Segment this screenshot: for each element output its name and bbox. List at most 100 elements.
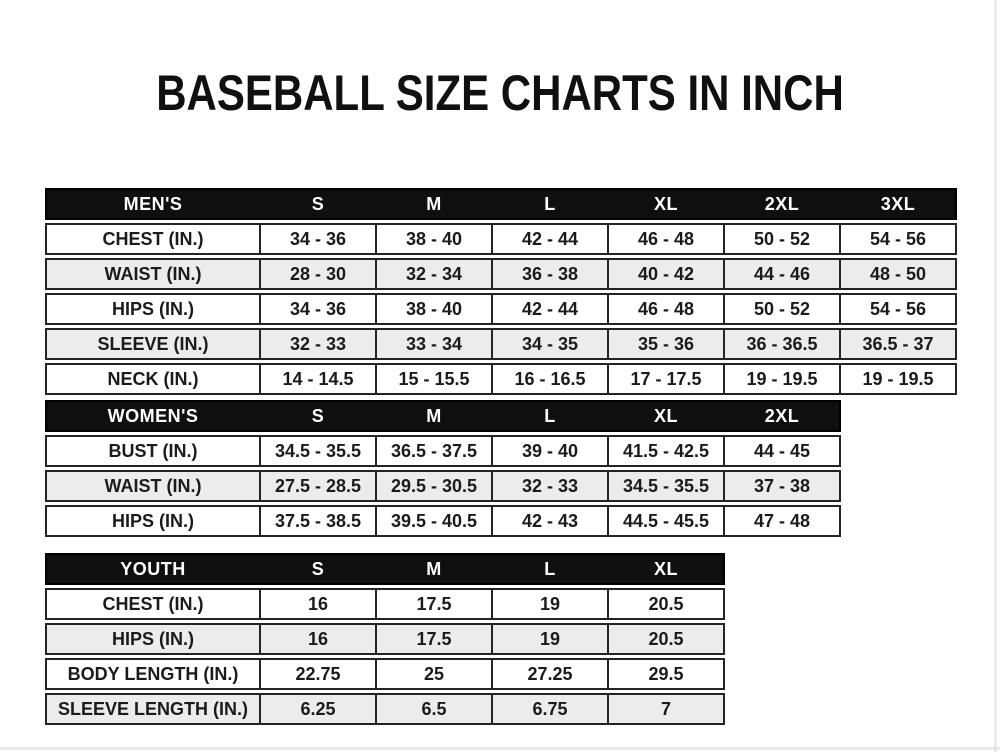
size-value-cell: 46 - 48 — [607, 295, 723, 323]
size-value-cell: 54 - 56 — [839, 295, 955, 323]
size-value-cell: 28 - 30 — [259, 260, 375, 288]
size-value-cell: 38 - 40 — [375, 295, 491, 323]
col-header-cell-m: M — [426, 193, 442, 214]
col-header-cell-s: S — [311, 193, 325, 214]
size-value-cell: 44 - 46 — [723, 260, 839, 288]
youth-table-row: HIPS (IN.) 16 17.5 19 20.5 — [45, 623, 725, 655]
mens-table-row: SLEEVE (IN.) 32 - 33 33 - 34 34 - 35 35 - 36… — [45, 328, 957, 360]
size-value-cell: 47 - 48 — [723, 507, 839, 535]
row-label-cell: HIPS (IN.) — [111, 510, 194, 531]
col-header-cell-s: S — [311, 558, 325, 579]
size-value-cell: 50 - 52 — [723, 295, 839, 323]
row-label-cell: BUST (IN.) — [108, 440, 198, 461]
size-value-cell: 16 — [259, 590, 375, 618]
size-value-cell: 19 — [491, 590, 607, 618]
size-value-cell: 54 - 56 — [839, 225, 955, 253]
mens-size-table: MEN'S S M L XL 2XL 3XL CHEST (IN.) 34 - 36 38 - 4… — [45, 188, 957, 398]
row-label-cell: WAIST (IN.) — [104, 475, 202, 496]
womens-table-row: HIPS (IN.) 37.5 - 38.5 39.5 - 40.5 42 - 43 4… — [45, 505, 841, 537]
size-value-cell: 38 - 40 — [375, 225, 491, 253]
size-value-cell: 36.5 - 37 — [839, 330, 955, 358]
size-value-cell: 17.5 — [375, 590, 491, 618]
col-header-cell-3xl: 3XL — [880, 193, 916, 214]
size-value-cell: 34 - 36 — [259, 225, 375, 253]
size-value-cell: 41.5 - 42.5 — [607, 437, 723, 465]
size-value-cell: 27.25 — [491, 660, 607, 688]
size-value-cell: 7 — [607, 695, 723, 723]
row-label-cell: HIPS (IN.) — [111, 628, 194, 649]
mens-header-row: MEN'S S M L XL 2XL 3XL — [45, 188, 957, 220]
womens-size-table: WOMEN'S S M L XL 2XL BUST (IN.) 34.5 - 35.5 36.5… — [45, 400, 841, 540]
youth-table-title-cell: YOUTH — [120, 558, 186, 579]
size-value-cell: 34.5 - 35.5 — [259, 437, 375, 465]
col-header-cell-m: M — [426, 405, 442, 426]
size-value-cell: 19 — [491, 625, 607, 653]
size-value-cell: 6.75 — [491, 695, 607, 723]
youth-table-row: BODY LENGTH (IN.) 22.75 25 27.25 29.5 — [45, 658, 725, 690]
size-value-cell: 32 - 34 — [375, 260, 491, 288]
youth-table-row: CHEST (IN.) 16 17.5 19 20.5 — [45, 588, 725, 620]
size-value-cell: 34 - 36 — [259, 295, 375, 323]
size-value-cell: 17 - 17.5 — [607, 365, 723, 393]
size-value-cell: 19 - 19.5 — [723, 365, 839, 393]
size-value-cell: 20.5 — [607, 625, 723, 653]
size-value-cell: 34.5 - 35.5 — [607, 472, 723, 500]
row-label-cell: CHEST (IN.) — [102, 228, 204, 249]
row-label-cell: SLEEVE LENGTH (IN.) — [57, 698, 248, 719]
size-value-cell: 14 - 14.5 — [259, 365, 375, 393]
mens-table-row: NECK (IN.) 14 - 14.5 15 - 15.5 16 - 16.5 17 … — [45, 363, 957, 395]
size-value-cell: 44 - 45 — [723, 437, 839, 465]
size-value-cell: 32 - 33 — [491, 472, 607, 500]
size-value-cell: 50 - 52 — [723, 225, 839, 253]
col-header-cell-s: S — [311, 405, 325, 426]
size-value-cell: 32 - 33 — [259, 330, 375, 358]
size-value-cell: 33 - 34 — [375, 330, 491, 358]
size-value-cell: 6.5 — [375, 695, 491, 723]
size-value-cell: 25 — [375, 660, 491, 688]
womens-header-row: WOMEN'S S M L XL 2XL — [45, 400, 841, 432]
size-value-cell: 42 - 44 — [491, 225, 607, 253]
size-value-cell: 46 - 48 — [607, 225, 723, 253]
womens-table-row: BUST (IN.) 34.5 - 35.5 36.5 - 37.5 39 - 40 4… — [45, 435, 841, 467]
mens-table-row: CHEST (IN.) 34 - 36 38 - 40 42 - 44 46 - 48 5… — [45, 223, 957, 255]
youth-table-row: SLEEVE LENGTH (IN.) 6.25 6.5 6.75 7 — [45, 693, 725, 725]
mens-table-row: WAIST (IN.) 28 - 30 32 - 34 36 - 38 40 - 42 4… — [45, 258, 957, 290]
col-header-cell-2xl: 2XL — [764, 405, 800, 426]
col-header-cell-l: L — [544, 558, 556, 579]
row-label-cell: SLEEVE (IN.) — [97, 333, 209, 354]
womens-table-title-cell: WOMEN'S — [107, 405, 199, 426]
row-label-cell: BODY LENGTH (IN.) — [67, 663, 239, 684]
size-value-cell: 22.75 — [259, 660, 375, 688]
size-value-cell: 37.5 - 38.5 — [259, 507, 375, 535]
row-label-cell: CHEST (IN.) — [102, 593, 204, 614]
row-label-cell: WAIST (IN.) — [104, 263, 202, 284]
size-value-cell: 15 - 15.5 — [375, 365, 491, 393]
size-value-cell: 36 - 36.5 — [723, 330, 839, 358]
page-title: BASEBALL SIZE CHARTS IN INCH — [156, 65, 844, 121]
size-value-cell: 16 — [259, 625, 375, 653]
size-value-cell: 48 - 50 — [839, 260, 955, 288]
size-value-cell: 6.25 — [259, 695, 375, 723]
size-value-cell: 35 - 36 — [607, 330, 723, 358]
col-header-cell-xl: XL — [653, 405, 678, 426]
size-value-cell: 27.5 - 28.5 — [259, 472, 375, 500]
size-value-cell: 17.5 — [375, 625, 491, 653]
size-value-cell: 40 - 42 — [607, 260, 723, 288]
size-value-cell: 19 - 19.5 — [839, 365, 955, 393]
col-header-cell-xl: XL — [653, 558, 678, 579]
size-value-cell: 44.5 - 45.5 — [607, 507, 723, 535]
size-value-cell: 42 - 43 — [491, 507, 607, 535]
scan-edge-bottom — [0, 747, 1000, 750]
size-value-cell: 36.5 - 37.5 — [375, 437, 491, 465]
size-value-cell: 37 - 38 — [723, 472, 839, 500]
mens-table-title-cell: MEN'S — [123, 193, 183, 214]
mens-table-row: HIPS (IN.) 34 - 36 38 - 40 42 - 44 46 - 48 50… — [45, 293, 957, 325]
size-value-cell: 36 - 38 — [491, 260, 607, 288]
size-value-cell: 20.5 — [607, 590, 723, 618]
size-value-cell: 16 - 16.5 — [491, 365, 607, 393]
size-value-cell: 29.5 - 30.5 — [375, 472, 491, 500]
row-label-cell: HIPS (IN.) — [111, 298, 194, 319]
row-label-cell: NECK (IN.) — [107, 368, 199, 389]
womens-table-row: WAIST (IN.) 27.5 - 28.5 29.5 - 30.5 32 - 33… — [45, 470, 841, 502]
col-header-cell-l: L — [544, 193, 556, 214]
